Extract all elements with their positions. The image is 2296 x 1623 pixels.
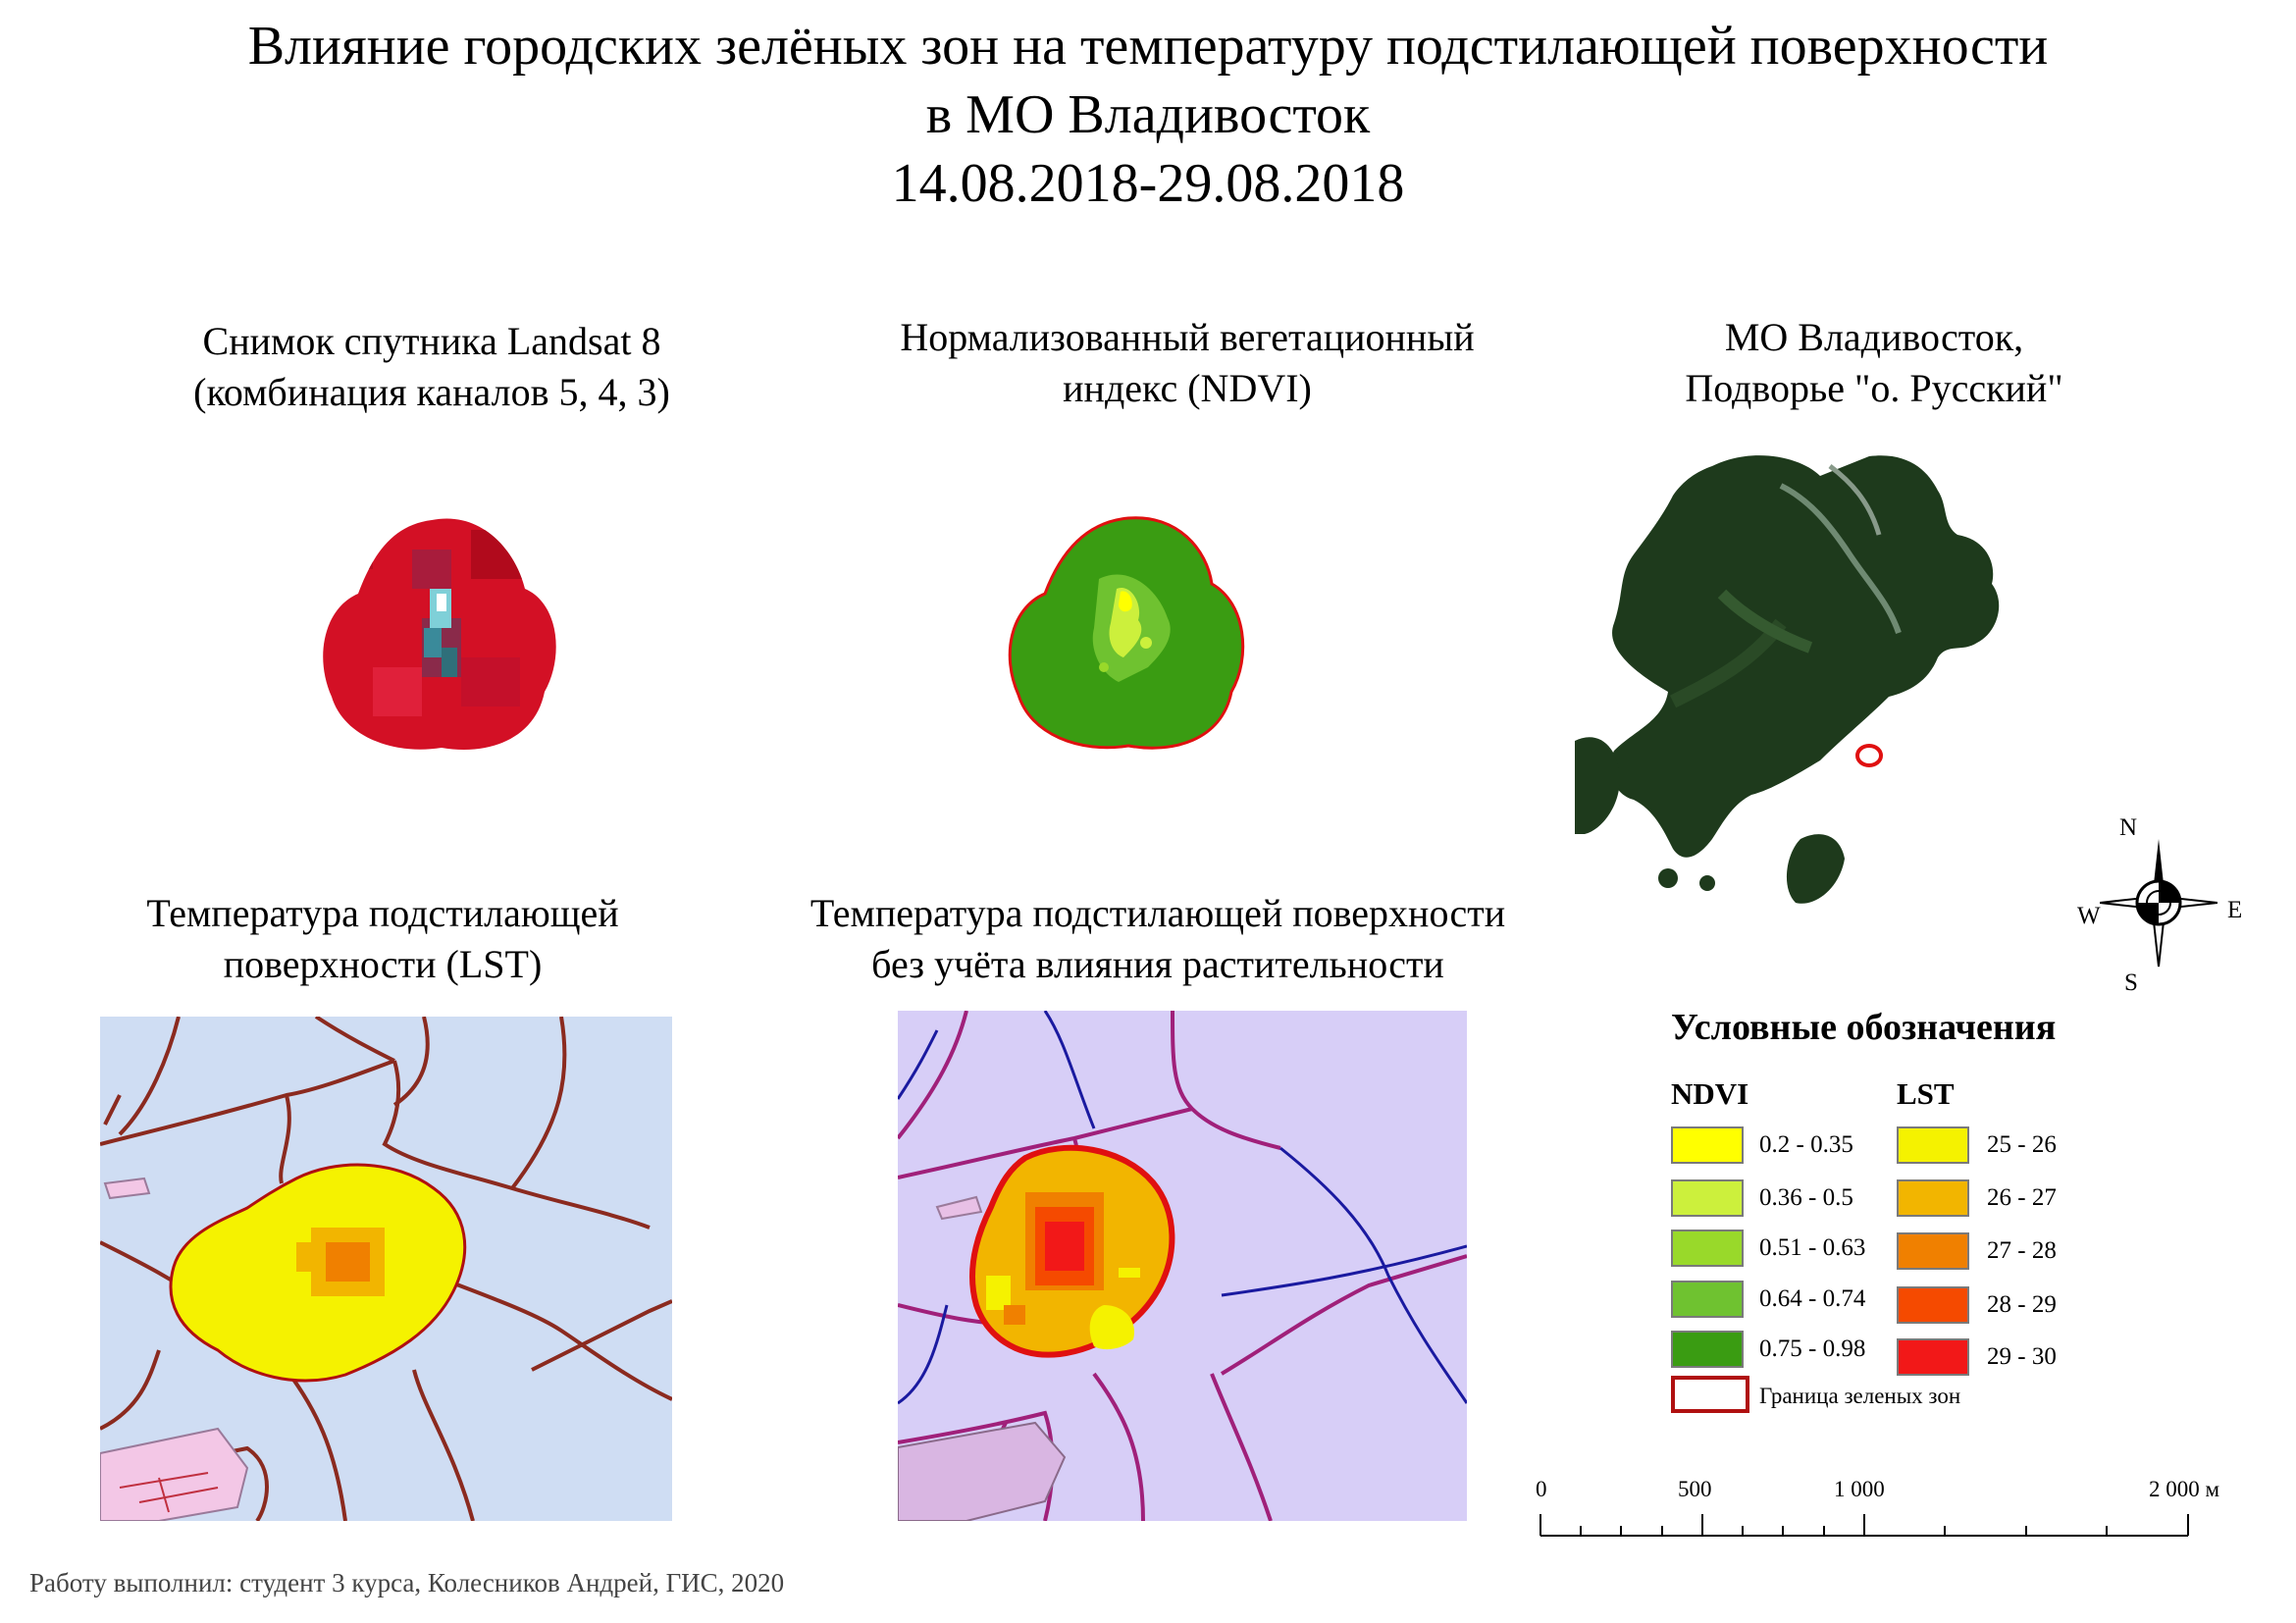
- legend-title: Условные обозначения: [1671, 1007, 2057, 1048]
- overview-map: [1575, 455, 2000, 904]
- title-line-1: Влияние городских зелёных зон на темпера…: [247, 16, 2049, 77]
- landsat-panel-title: Снимок спутника Landsat 8 (комбинация ка…: [128, 316, 736, 418]
- legend-ndvi-header: NDVI: [1671, 1076, 1749, 1111]
- map-title: Влияние городских зелёных зон на темпера…: [0, 12, 2296, 218]
- legend-lst-label-2: 26 - 27: [1987, 1184, 2057, 1211]
- legend-ndvi-swatch-1: [1671, 1126, 1744, 1164]
- north-arrow: N W E S: [2070, 805, 2242, 1001]
- landsat-title-line-1: Снимок спутника Landsat 8: [202, 319, 661, 363]
- landsat-map: [323, 518, 556, 751]
- legend-lst-label-3: 27 - 28: [1987, 1237, 2057, 1264]
- lst-title-line-2: поверхности (LST): [223, 942, 543, 986]
- compass-n: N: [2119, 814, 2138, 841]
- landsat-title-line-2: (комбинация каналов 5, 4, 3): [193, 370, 670, 414]
- legend-lst-label-4: 28 - 29: [1987, 1291, 2057, 1318]
- lst-noveg-map: [898, 1011, 1467, 1521]
- legend-lst-label-5: 29 - 30: [1987, 1343, 2057, 1370]
- scale-label-2000: 2 000 м: [2149, 1477, 2220, 1501]
- overview-panel-title: МО Владивосток, Подворье "о. Русский": [1570, 312, 2178, 414]
- legend-lst-label-1: 25 - 26: [1987, 1131, 2057, 1158]
- ndvi-map: [1008, 516, 1245, 750]
- scale-label-0: 0: [1536, 1477, 1547, 1501]
- legend-ndvi-swatch-4: [1671, 1281, 1744, 1318]
- legend-ndvi-label-3: 0.51 - 0.63: [1759, 1234, 1866, 1261]
- author-credit: Работу выполнил: студент 3 курса, Колесн…: [29, 1568, 785, 1597]
- lst-map: [100, 1017, 672, 1521]
- legend-lst-swatch-5: [1897, 1338, 1969, 1376]
- legend-lst-swatch-2: [1897, 1179, 1969, 1217]
- lst-noveg-panel-title: Температура подстилающей поверхности без…: [726, 888, 1590, 990]
- ndvi-title-line-2: индекс (NDVI): [1063, 366, 1312, 410]
- scale-bar-graphic: [1539, 1514, 2189, 1537]
- legend-ndvi-label-5: 0.75 - 0.98: [1759, 1335, 1866, 1362]
- legend-ndvi-swatch-2: [1671, 1179, 1744, 1217]
- scale-label-500: 500: [1678, 1477, 1712, 1501]
- legend-ndvi-swatch-3: [1671, 1230, 1744, 1267]
- lst-title-line-1: Температура подстилающей: [146, 891, 619, 935]
- ndvi-title-line-1: Нормализованный вегетационный: [900, 315, 1475, 359]
- overview-title-line-1: МО Владивосток,: [1724, 315, 2024, 359]
- compass-e: E: [2227, 897, 2243, 923]
- lst-noveg-title-line-1: Температура подстилающей поверхности: [809, 891, 1506, 935]
- title-line-3: 14.08.2018-29.08.2018: [891, 153, 1405, 214]
- scale-label-1000: 1 000: [1834, 1477, 1885, 1501]
- scale-bar: 0 500 1 000 2 000 м: [1531, 1477, 2237, 1545]
- compass-w: W: [2077, 903, 2101, 929]
- title-line-2: в МО Владивосток: [925, 84, 1371, 145]
- legend-boundary-label: Граница зеленых зон: [1759, 1384, 1961, 1408]
- legend-lst-header: LST: [1897, 1076, 1955, 1111]
- legend-ndvi-label-1: 0.2 - 0.35: [1759, 1131, 1853, 1158]
- ndvi-panel-title: Нормализованный вегетационный индекс (ND…: [795, 312, 1580, 414]
- legend-lst-swatch-4: [1897, 1286, 1969, 1324]
- overview-title-line-2: Подворье "о. Русский": [1685, 366, 2063, 410]
- legend-lst-swatch-3: [1897, 1232, 1969, 1270]
- compass-s: S: [2124, 969, 2138, 996]
- legend-lst-swatch-1: [1897, 1126, 1969, 1164]
- compass-rose-icon: [2100, 839, 2218, 968]
- lst-noveg-title-line-2: без учёта влияния растительности: [871, 942, 1444, 986]
- legend-ndvi-swatch-5: [1671, 1331, 1744, 1368]
- legend-ndvi-label-2: 0.36 - 0.5: [1759, 1184, 1853, 1211]
- lst-panel-title: Температура подстилающей поверхности (LS…: [78, 888, 687, 990]
- legend-ndvi-label-4: 0.64 - 0.74: [1759, 1285, 1866, 1312]
- legend-items: 0.2 - 0.35 0.36 - 0.5 0.51 - 0.63 0.64 -…: [1671, 1126, 2142, 1431]
- legend-boundary-swatch: [1671, 1376, 1749, 1413]
